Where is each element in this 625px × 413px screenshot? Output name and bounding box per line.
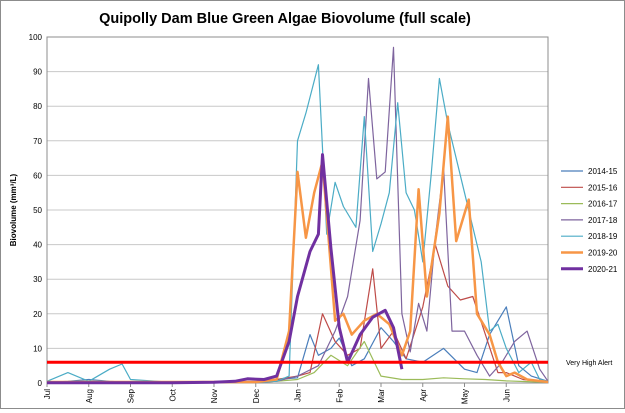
x-tick-label: Feb bbox=[335, 388, 344, 402]
series-line-2020-21 bbox=[47, 153, 404, 385]
x-tick-label: Mar bbox=[377, 389, 386, 403]
x-tick-label: May bbox=[461, 389, 470, 404]
legend-label: 2014-15 bbox=[588, 167, 618, 176]
y-tick-label: 20 bbox=[33, 310, 42, 319]
legend-label: 2018-19 bbox=[588, 232, 618, 241]
y-tick-label: 100 bbox=[29, 33, 43, 42]
chart-title: Quipolly Dam Blue Green Algae Biovolume … bbox=[99, 11, 471, 27]
legend-label: 2017-18 bbox=[588, 216, 618, 225]
y-tick-label: 90 bbox=[33, 68, 42, 77]
legend: 2014-15 2015-16 2016-17 2017-18 2018-19 2019-… bbox=[561, 167, 618, 274]
x-tick-label: Apr bbox=[419, 389, 428, 402]
x-tick-label: Dec bbox=[252, 389, 261, 403]
x-axis-ticks: Jul Aug Sep Oct Nov Dec Jan Feb Mar Apr May Jun bbox=[43, 383, 511, 404]
y-axis-ticks: 0 10 20 30 40 50 60 70 80 90 100 bbox=[29, 33, 43, 388]
x-tick-label: Sep bbox=[127, 388, 136, 403]
threshold-group: Very High Alert bbox=[47, 360, 612, 367]
y-tick-label: 70 bbox=[33, 137, 42, 146]
gridlines bbox=[46, 36, 549, 384]
legend-label: 2019-20 bbox=[588, 249, 618, 258]
legend-label: 2020-21 bbox=[588, 265, 618, 274]
y-tick-label: 30 bbox=[33, 275, 42, 284]
x-tick-label: Jun bbox=[502, 389, 511, 402]
threshold-label: Very High Alert bbox=[566, 360, 612, 367]
legend-label: 2016-17 bbox=[588, 200, 618, 209]
y-tick-label: 10 bbox=[33, 344, 42, 353]
x-tick-label: Jul bbox=[43, 389, 52, 399]
x-tick-label: Nov bbox=[210, 389, 219, 403]
series-line-2018-19 bbox=[46, 64, 549, 383]
x-tick-label: Jan bbox=[294, 389, 303, 402]
y-tick-label: 50 bbox=[33, 206, 42, 215]
legend-label: 2015-16 bbox=[588, 183, 618, 192]
series-line-2017-18 bbox=[47, 46, 549, 383]
y-tick-label: 0 bbox=[38, 379, 43, 388]
y-axis-label: Biovolume (mm³/L) bbox=[9, 173, 18, 246]
series-line-2014-15 bbox=[46, 306, 549, 383]
y-tick-label: 40 bbox=[33, 241, 42, 250]
y-tick-label: 80 bbox=[33, 102, 42, 111]
x-tick-label: Oct bbox=[168, 388, 177, 401]
series-lines bbox=[46, 46, 549, 385]
x-tick-label: Aug bbox=[85, 389, 94, 403]
y-tick-label: 60 bbox=[33, 171, 42, 180]
